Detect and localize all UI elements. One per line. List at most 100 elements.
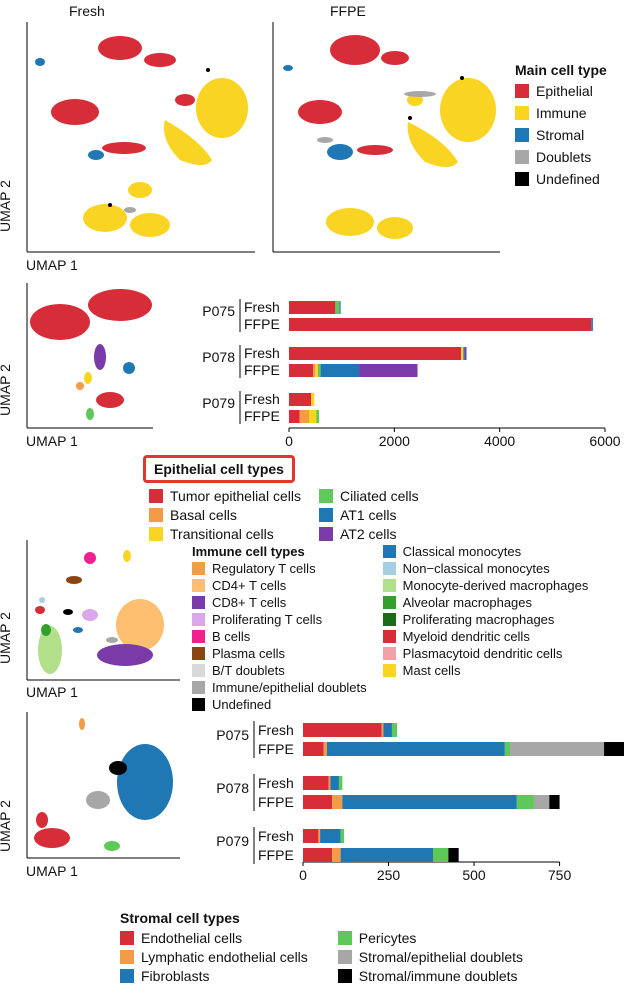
legend-label: Regulatory T cells (212, 561, 316, 576)
bar-segment (289, 318, 592, 331)
bar-segment (320, 829, 341, 843)
legend-stromal-item: Stromal/immune doublets (337, 966, 523, 985)
sample-label: FFPE (258, 741, 294, 757)
legend-immune-item: B cells (192, 628, 367, 645)
cluster-doublets (317, 137, 333, 143)
legend-swatch (192, 613, 205, 626)
group-label: P079 (216, 833, 249, 849)
legend-stromal-item: Endothelial cells (120, 928, 308, 947)
cluster-undefined (108, 203, 112, 207)
legend-label: Stromal/immune doublets (358, 967, 518, 984)
legend-swatch (515, 172, 529, 186)
legend-swatch (192, 664, 205, 677)
legend-stromal-item: Fibroblasts (120, 966, 308, 985)
bar-segment (309, 410, 317, 423)
bar-segment (340, 829, 345, 843)
legend-swatch (382, 579, 396, 592)
legend-main-item: Immune (515, 102, 607, 124)
legend-immune-item: Mast cells (382, 662, 589, 679)
bar-segment (330, 776, 339, 790)
legend-swatch (149, 507, 163, 522)
cluster-epithelial (175, 94, 195, 106)
x-tick-label: 4000 (484, 433, 515, 449)
legend-epithelial-item: AT2 cells (318, 524, 419, 543)
cluster-pericytes (104, 841, 120, 851)
cluster-tumor (30, 304, 90, 340)
legend-epithelial-item: Basal cells (149, 505, 301, 524)
cluster-plasma (66, 576, 82, 584)
cluster-epithelial (330, 35, 380, 65)
legend-label: Endothelial cells (141, 929, 243, 946)
cluster-stromal (88, 150, 104, 160)
legend-label: Lymphatic endothelial cells (141, 948, 308, 965)
legend-label: Immune (536, 105, 587, 121)
group-label: P075 (216, 727, 249, 743)
x-tick-label: 0 (285, 433, 293, 449)
legend-swatch (192, 630, 205, 643)
legend-label: Mast cells (402, 663, 461, 678)
cluster-epithelial (298, 100, 342, 124)
legend-stromal: Stromal cell types Endothelial cells Peri… (120, 910, 523, 985)
sample-label: Fresh (244, 345, 280, 361)
bar-segment (332, 795, 343, 809)
cluster-tumor (96, 392, 124, 408)
legend-label: Doublets (536, 149, 592, 165)
bar-segment (303, 723, 382, 737)
cluster-classical-mono (73, 627, 83, 633)
cluster-immune (440, 78, 496, 142)
bar-segment (303, 776, 329, 790)
sample-label: FFPE (244, 362, 280, 378)
legend-swatch (337, 968, 352, 983)
cluster-transitional (84, 372, 92, 384)
cluster-lymphatic (79, 718, 85, 730)
umap-panel-fresh (26, 22, 255, 253)
legend-label: Epithelial (536, 83, 593, 99)
x-tick-label: 6000 (589, 433, 620, 449)
legend-swatch (382, 647, 396, 660)
bar-segment (342, 795, 517, 809)
legend-immune-item: Monocyte-derived macrophages (382, 577, 588, 594)
bar-segment (463, 347, 465, 360)
legend-label: Stromal/epithelial doublets (358, 948, 524, 965)
cluster-epithelial (144, 53, 176, 67)
bar-segment (315, 364, 318, 377)
axis-umap1: UMAP 1 (26, 433, 78, 449)
x-tick-label: 2000 (379, 433, 410, 449)
x-tick-label: 500 (462, 867, 486, 883)
axis-umap1: UMAP 1 (26, 257, 78, 273)
legend-immune: Immune cell types Classical monocytes Regu… (192, 543, 588, 713)
legend-label: Plasmacytoid dendritic cells (402, 646, 563, 661)
cluster-at2 (94, 344, 106, 370)
legend-label: Immune/epithelial doublets (212, 680, 367, 695)
legend-label: Non−classical monocytes (402, 561, 550, 576)
cluster-cd8 (97, 644, 153, 666)
cluster-epithelial (51, 99, 99, 125)
x-tick-label: 250 (377, 867, 401, 883)
bar-segment (340, 848, 433, 862)
bar-segment (328, 776, 331, 790)
legend-label: Undefined (212, 697, 272, 712)
cluster-basal (76, 382, 84, 390)
bar-segment (516, 795, 534, 809)
umap-panel-epithelial (26, 283, 153, 429)
bar-segment (289, 410, 300, 423)
axis-umap2: UMAP 2 (0, 800, 13, 852)
axis-umap2: UMAP 2 (0, 612, 13, 664)
bar-segment (381, 723, 384, 737)
bar-segment (303, 848, 333, 862)
legend-swatch (382, 613, 396, 626)
sample-label: FFPE (258, 794, 294, 810)
cluster-b-cells (84, 552, 96, 564)
bar-segment (383, 723, 392, 737)
cluster-alveolar (41, 624, 51, 636)
umap-panel-ffpe (272, 22, 500, 253)
legend-epithelial-item: Ciliated cells (318, 486, 419, 505)
legend-label: Plasma cells (212, 646, 285, 661)
bar-segment (299, 410, 310, 423)
legend-swatch (192, 681, 205, 694)
cluster-ciliated (86, 408, 94, 420)
sample-label: Fresh (244, 391, 280, 407)
legend-label: Proliferating T cells (212, 612, 323, 627)
legend-label: Undefined (536, 171, 600, 187)
legend-label: Proliferating macrophages (402, 612, 555, 627)
